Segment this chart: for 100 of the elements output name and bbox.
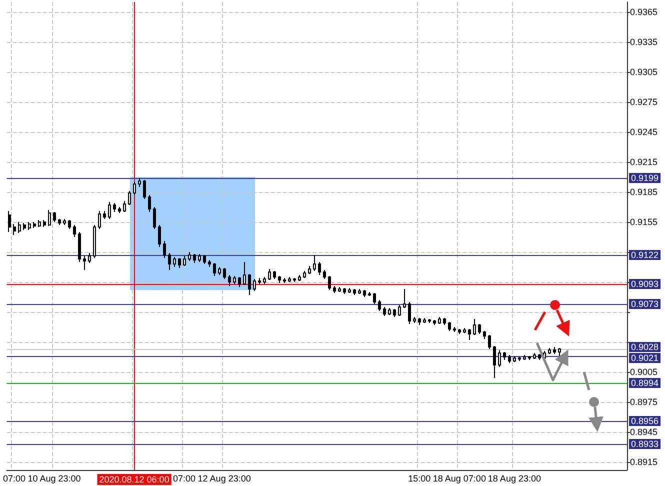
candlestick (558, 348, 561, 358)
candlestick (203, 254, 206, 264)
ref-line-label: 0.9122 (631, 250, 659, 260)
candlestick (498, 350, 501, 368)
candlestick (213, 262, 216, 276)
candlestick (38, 220, 41, 228)
candlestick (33, 222, 36, 228)
y-tick-label: 0.9305 (630, 67, 658, 77)
x-tick-label: 07:00 (2, 474, 26, 484)
candlestick (308, 266, 311, 274)
candlestick (428, 318, 431, 324)
candlestick (263, 276, 266, 284)
candlestick (273, 270, 276, 280)
candlestick (233, 276, 236, 284)
ref-line-label: 0.9073 (631, 299, 659, 309)
ref-line-label: 0.8933 (631, 439, 659, 449)
y-tick-label: 0.8975 (630, 397, 658, 407)
candlestick (358, 288, 361, 294)
candlestick (533, 352, 536, 360)
candlestick (393, 308, 396, 318)
candlestick (503, 352, 506, 360)
candlestick (118, 206, 121, 214)
candlestick (348, 288, 351, 294)
candlestick (398, 304, 401, 316)
candlestick (338, 286, 341, 292)
candlestick (148, 194, 151, 212)
candlestick (458, 328, 461, 334)
candlestick (13, 224, 16, 236)
y-tick-label: 0.9155 (630, 217, 658, 227)
candlestick (153, 206, 156, 230)
candlestick (313, 254, 316, 272)
y-tick-label: 0.8945 (630, 427, 658, 437)
candlestick (343, 288, 346, 294)
candlestick (483, 330, 486, 340)
candlestick (108, 202, 111, 220)
candlestick (163, 240, 166, 258)
candlestick (388, 308, 391, 316)
candlestick (553, 346, 556, 354)
x-tick-label: 15:00 (408, 474, 431, 484)
candlestick (453, 326, 456, 332)
candlestick (68, 220, 71, 230)
candlestick (473, 318, 476, 336)
candlestick (128, 190, 131, 206)
candlestick (158, 224, 161, 248)
candlestick (113, 202, 116, 212)
candlestick (83, 256, 86, 270)
candlestick (183, 256, 186, 266)
candlestick (268, 268, 271, 280)
candlestick (123, 200, 126, 212)
candlestick (548, 348, 551, 354)
candlestick (78, 232, 81, 262)
candlestick (73, 224, 76, 238)
candlestick (528, 356, 531, 360)
candlestick (143, 180, 146, 200)
candlestick (58, 218, 61, 226)
ref-line-label: 0.8956 (631, 416, 659, 426)
y-tick-label: 0.9215 (630, 157, 658, 167)
x-tick-label: 18 Aug 07:00 (432, 474, 486, 484)
candlestick (283, 278, 286, 284)
candlestick (23, 222, 26, 230)
candlestick (433, 320, 436, 326)
candlestick (248, 274, 251, 296)
candlestick (413, 316, 416, 324)
candlestick (523, 354, 526, 360)
candlestick (18, 222, 21, 234)
y-tick-label: 0.8915 (630, 457, 658, 467)
candlestick (468, 328, 471, 340)
candlestick (508, 354, 511, 364)
candlestick (53, 212, 56, 222)
candlestick (258, 278, 261, 284)
candlestick (423, 318, 426, 324)
candlestick (538, 354, 541, 360)
candlestick (88, 252, 91, 264)
candlestick (178, 258, 181, 268)
candlestick (418, 318, 421, 326)
candlestick (298, 274, 301, 282)
candlestick (518, 356, 521, 362)
y-tick-label: 0.9365 (630, 7, 658, 17)
x-tick-label: 2020.08.12 06:00 (99, 474, 170, 484)
y-tick-label: 0.9275 (630, 97, 658, 107)
candlestick (448, 322, 451, 332)
candlestick (173, 256, 176, 268)
y-tick-label: 0.9005 (630, 367, 658, 377)
candlestick (208, 260, 211, 268)
candlestick (373, 292, 376, 304)
candlestick (243, 262, 246, 286)
candlestick (463, 328, 466, 334)
candlestick (513, 356, 516, 362)
ref-line-label: 0.9028 (631, 342, 659, 352)
candlestick (383, 306, 386, 316)
y-tick-label: 0.9335 (630, 37, 658, 47)
candlestick (98, 210, 101, 230)
y-tick-label: 0.9185 (630, 187, 658, 197)
y-tick-label: 0.9245 (630, 127, 658, 137)
candlestick (403, 288, 406, 308)
candlestick (238, 276, 241, 288)
candlestick (43, 220, 46, 228)
candlestick (218, 266, 221, 276)
candlestick (288, 276, 291, 282)
candlestick (408, 302, 411, 324)
